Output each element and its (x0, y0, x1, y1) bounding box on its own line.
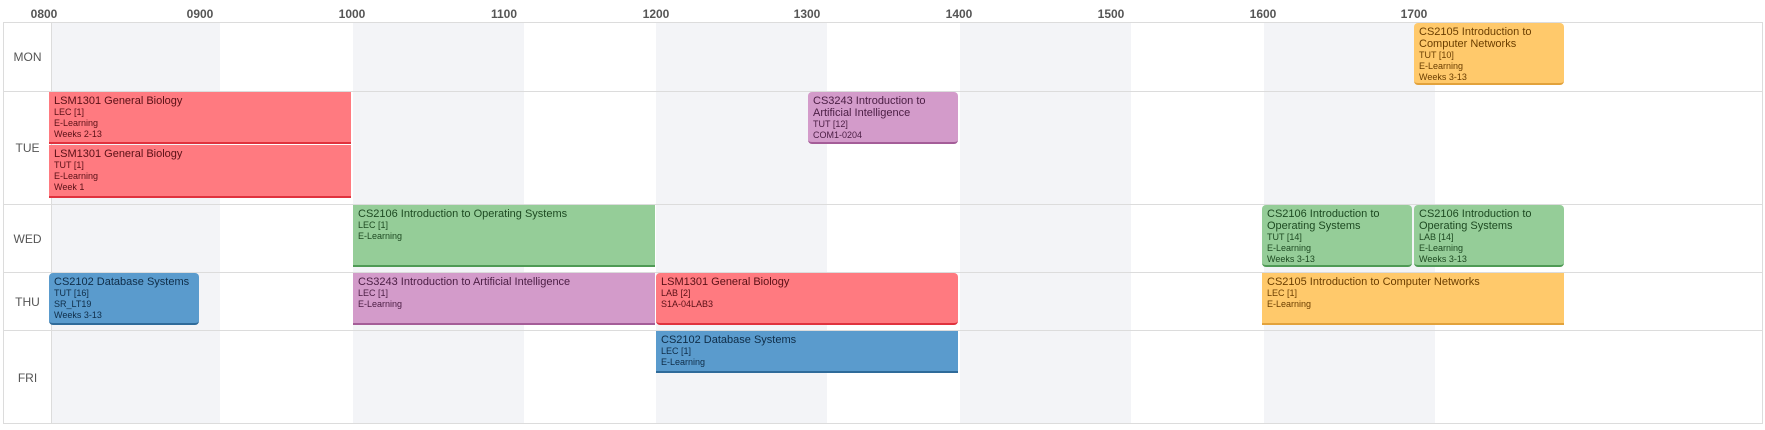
lesson-venue: E-Learning (1419, 243, 1464, 253)
lesson-type: LEC [1] (661, 346, 692, 356)
hour-label: 1100 (490, 7, 518, 21)
lesson-cs2105-lec[interactable]: CS2105 Introduction to Computer Networks… (1262, 273, 1564, 325)
lesson-venue: E-Learning (661, 357, 706, 367)
day-label: WED (4, 205, 52, 272)
lesson-lsm1301-lec[interactable]: LSM1301 General Biology LEC [1] E-Learni… (49, 92, 351, 144)
lesson-cs2106-lec[interactable]: CS2106 Introduction to Operating Systems… (353, 205, 655, 267)
lesson-weeks: Weeks 2-13 (54, 129, 102, 139)
lesson-title: CS2106 Introduction to Operating Systems (358, 208, 568, 220)
lesson-cs2102-tut[interactable]: CS2102 Database Systems TUT [16] SR_LT19… (49, 273, 199, 325)
hour-label: 1500 (1097, 7, 1125, 21)
lesson-lsm1301-tut[interactable]: LSM1301 General Biology TUT [1] E-Learni… (49, 145, 351, 198)
lesson-type: LEC [1] (54, 107, 85, 117)
day-row-mon: MON (4, 23, 1762, 91)
lesson-type: LAB [14] (1419, 232, 1454, 242)
lesson-venue: SR_LT19 (54, 299, 92, 309)
lesson-venue: E-Learning (1267, 299, 1312, 309)
lesson-venue: E-Learning (358, 299, 403, 309)
hour-shade (49, 23, 220, 423)
lesson-cs3243-lec[interactable]: CS3243 Introduction to Artificial Intell… (353, 273, 655, 325)
day-label: MON (4, 23, 52, 91)
lesson-title: LSM1301 General Biology (661, 276, 790, 288)
lesson-title: CS2106 Introduction to Operating Systems (1267, 208, 1380, 232)
hour-label: 0800 (30, 7, 58, 21)
day-row-fri: FRI (4, 330, 1762, 423)
lesson-type: TUT [10] (1419, 50, 1454, 60)
day-row-thu: THU (4, 272, 1762, 330)
day-row-wed: WED (4, 204, 1762, 272)
lesson-type: TUT [12] (813, 119, 848, 129)
hour-label: 1000 (338, 7, 366, 21)
timetable-grid: MON TUE WED THU FRI CS2105 Introduction … (3, 22, 1763, 424)
lesson-title: CS3243 Introduction to Artificial Intell… (358, 276, 571, 288)
lesson-title: CS2102 Database Systems (54, 276, 190, 288)
lesson-title: CS2102 Database Systems (661, 334, 797, 346)
day-label: THU (4, 273, 52, 330)
lesson-type: LAB [2] (661, 288, 691, 298)
lesson-type: LEC [1] (358, 220, 389, 230)
lesson-type: LEC [1] (1267, 288, 1298, 298)
lesson-title: LSM1301 General Biology (54, 95, 183, 107)
hour-label: 1200 (642, 7, 670, 21)
hour-header: 0800 0900 1000 1100 1200 1300 1400 1500 … (0, 0, 1765, 22)
hour-shade (960, 23, 1131, 423)
lesson-lsm1301-lab[interactable]: LSM1301 General Biology LAB [2] S1A-04LA… (656, 273, 958, 325)
lesson-venue: E-Learning (54, 118, 99, 128)
lesson-cs2106-tut[interactable]: CS2106 Introduction to Operating Systems… (1262, 205, 1412, 267)
lesson-weeks: Weeks 3-13 (54, 310, 102, 320)
lesson-venue: E-Learning (1267, 243, 1312, 253)
lesson-weeks: Week 1 (54, 182, 85, 192)
lesson-title: CS2105 Introduction to Computer Networks (1419, 26, 1532, 50)
hour-label: 1400 (945, 7, 973, 21)
lesson-cs2102-lec[interactable]: CS2102 Database Systems LEC [1] E-Learni… (656, 331, 958, 373)
lesson-venue: S1A-04LAB3 (661, 299, 714, 309)
lesson-cs2106-lab[interactable]: CS2106 Introduction to Operating Systems… (1414, 205, 1564, 267)
lesson-weeks: Weeks 3-13 (1267, 254, 1315, 264)
lesson-type: TUT [14] (1267, 232, 1302, 242)
lesson-type: TUT [1] (54, 160, 84, 170)
lesson-venue: COM1-0204 (813, 130, 863, 140)
day-label: FRI (4, 331, 52, 423)
lesson-venue: E-Learning (1419, 61, 1464, 71)
hour-label: 1600 (1249, 7, 1277, 21)
day-label: TUE (4, 92, 52, 204)
hour-label: 1700 (1400, 7, 1428, 21)
lesson-title: CS2105 Introduction to Computer Networks (1267, 276, 1480, 288)
lesson-weeks: Weeks 3-13 (1419, 254, 1467, 264)
lesson-title: LSM1301 General Biology (54, 148, 183, 160)
lesson-title: CS3243 Introduction to Artificial Intell… (813, 95, 926, 119)
lesson-title: CS2106 Introduction to Operating Systems (1419, 208, 1532, 232)
lesson-weeks: Weeks 3-13 (1419, 72, 1467, 82)
lesson-cs2105-tut[interactable]: CS2105 Introduction to Computer Networks… (1414, 23, 1564, 85)
hour-label: 0900 (186, 7, 214, 21)
hour-label: 1300 (793, 7, 821, 21)
lesson-venue: E-Learning (54, 171, 99, 181)
day-row-tue: TUE (4, 91, 1762, 204)
lesson-venue: E-Learning (358, 231, 403, 241)
lesson-type: LEC [1] (358, 288, 389, 298)
lesson-type: TUT [16] (54, 288, 89, 298)
lesson-cs3243-tut[interactable]: CS3243 Introduction to Artificial Intell… (808, 92, 958, 144)
